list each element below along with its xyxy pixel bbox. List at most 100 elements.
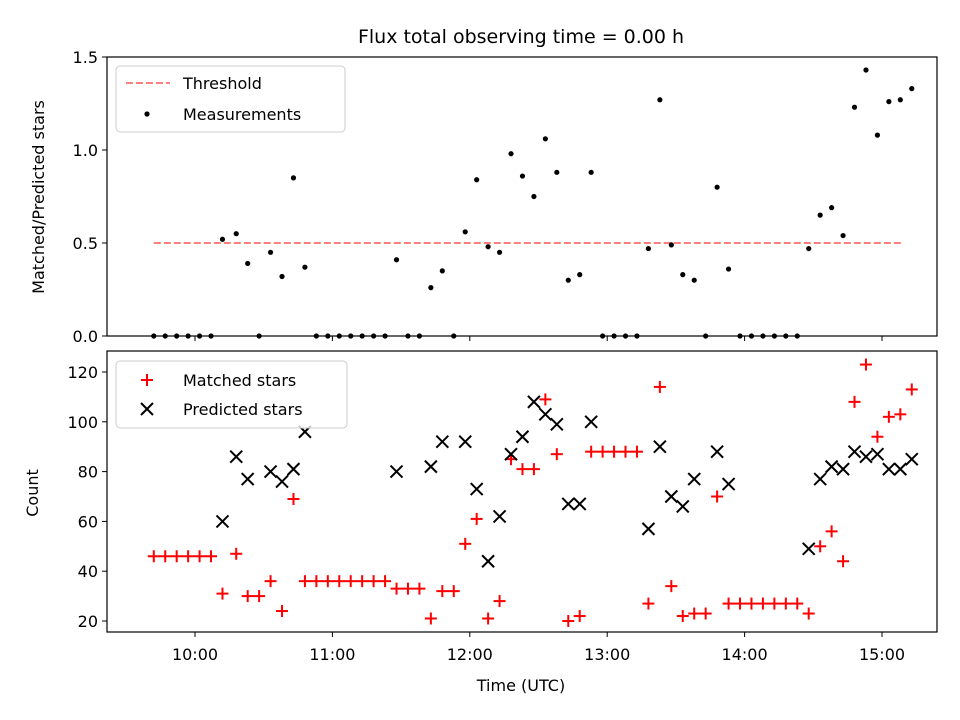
predicted-star-point (435, 435, 450, 449)
predicted-star-point (561, 497, 575, 511)
legend-threshold-label: Threshold (182, 74, 262, 93)
matched-star-point (424, 612, 437, 625)
matched-star-point (493, 595, 506, 608)
bottom-axes-frame (106, 350, 938, 633)
top-y-axis: 0.0 0.5 1.0 1.5 (73, 48, 107, 346)
bottom-x-tick-label: 11:00 (309, 645, 355, 664)
matched-star-point (859, 358, 872, 371)
matched-star-point (241, 590, 254, 603)
measurement-point (554, 169, 560, 175)
matched-star-point (401, 582, 414, 595)
predicted-star-point (687, 472, 701, 486)
measurement-point (439, 268, 445, 274)
measurement-point (219, 236, 226, 242)
predicted-star-point (458, 435, 472, 449)
measurement-point (863, 67, 869, 73)
predicted-star-point (550, 417, 564, 431)
matched-star-point (699, 607, 712, 620)
matched-star-point (482, 612, 495, 625)
matched-star-point (653, 380, 666, 393)
predicted-star-point (584, 415, 598, 429)
matched-star-point (791, 597, 804, 610)
matched-star-point (871, 430, 884, 443)
matched-star-point (814, 540, 827, 553)
measurement-point (874, 132, 881, 138)
predicted-star-point (469, 482, 484, 496)
matched-star-point (756, 597, 769, 610)
matched-star-point (802, 607, 815, 620)
bottom-x-axis: 10:00 11:00 12:00 13:00 14:00 15:00 (172, 632, 905, 664)
matched-star-point (837, 555, 850, 568)
measurement-point (657, 97, 663, 103)
bottom-x-tick-label: 13:00 (584, 645, 630, 664)
top-legend: Threshold Measurements (115, 65, 346, 133)
matched-star-point (779, 597, 792, 610)
matched-star-point (390, 582, 403, 595)
matched-star-point (516, 463, 529, 476)
matched-star-point (447, 585, 460, 598)
matched-star-point (310, 575, 323, 588)
matched-star-point (413, 582, 426, 595)
measurement-point (519, 173, 526, 179)
matched-star-point (905, 383, 918, 396)
matched-star-point (665, 580, 678, 593)
predicted-star-point (263, 464, 278, 479)
matched-star-point (642, 597, 655, 610)
matched-star-point (356, 575, 369, 588)
predicted-star-point (721, 477, 736, 491)
bottom-y-tick-label: 20 (78, 612, 98, 631)
top-y-axis-label: Matched/Predicted stars (29, 100, 48, 294)
measurement-point (668, 242, 674, 248)
top-legend-box (115, 65, 346, 133)
matched-star-point (298, 575, 311, 588)
bottom-x-tick-label: 15:00 (859, 645, 905, 664)
predicted-star-point (515, 430, 530, 444)
predicted-star-point (424, 459, 438, 474)
bottom-y-tick-label: 40 (78, 562, 98, 581)
top-y-tick-label: 1.5 (73, 48, 98, 67)
matched-star-point (321, 575, 334, 588)
matched-star-point (205, 550, 218, 563)
measurement-point (691, 277, 697, 283)
matched-star-point (745, 597, 758, 610)
matched-star-point (722, 597, 735, 610)
measurement-point (290, 175, 297, 181)
matched-star-point (159, 550, 172, 563)
measurement-point (485, 244, 491, 250)
measurement-point (851, 104, 858, 110)
bottom-x-axis-label: Time (UTC) (476, 676, 565, 695)
measurement-point (508, 151, 514, 157)
legend-measurements-label: Measurements (183, 105, 301, 124)
measurement-point (829, 205, 835, 211)
bottom-y-tick-label: 100 (67, 413, 98, 432)
predicted-star-point (389, 464, 404, 479)
matched-star-point (379, 575, 392, 588)
matched-star-point (276, 605, 289, 618)
predicted-star-point (527, 395, 541, 409)
predicted-star-point (286, 462, 301, 476)
predicted-star-point (481, 554, 495, 568)
matched-star-point (264, 575, 277, 588)
predicted-star-point (538, 407, 553, 422)
predicted-star-point (836, 462, 850, 476)
chart-title: Flux total observing time = 0.00 h (358, 26, 684, 48)
measurement-point (680, 272, 686, 278)
measurement-point (817, 212, 823, 218)
bottom-x-tick-label: 14:00 (722, 645, 768, 664)
legend-matched-label: Matched stars (183, 371, 296, 390)
matched-star-point (630, 445, 643, 458)
predicted-star-point (870, 447, 885, 461)
matched-star-point (848, 395, 861, 408)
matched-star-point (573, 610, 586, 623)
measurement-point (840, 232, 846, 239)
matched-star-point (608, 445, 621, 458)
predicted-star-point (492, 509, 507, 524)
measurement-point (302, 264, 308, 270)
matched-star-point (562, 615, 575, 627)
measurement-point (462, 229, 468, 235)
matched-star-point (825, 525, 838, 538)
measurement-point (897, 97, 903, 103)
matched-star-point (734, 597, 747, 610)
matched-star-point (882, 410, 895, 423)
predicted-star-point (641, 522, 656, 536)
